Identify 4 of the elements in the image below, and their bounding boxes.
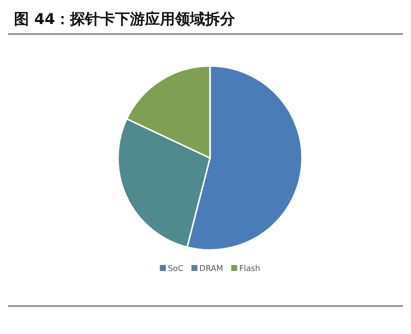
chart-title: 图 44：探针卡下游应用领域拆分 [14,10,236,28]
legend-label: SoC [168,264,184,273]
legend-label: Flash [239,264,260,273]
legend-label: DRAM [199,264,224,273]
